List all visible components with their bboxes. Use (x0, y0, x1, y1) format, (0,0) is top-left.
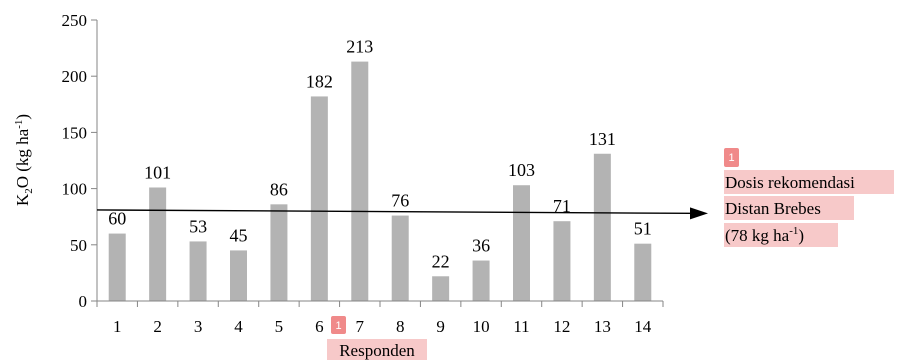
bar (310, 96, 328, 301)
data-label: 103 (508, 160, 535, 180)
annotation-badge-xaxis (331, 316, 346, 334)
annotation-badge-ref-text: 1 (728, 152, 734, 164)
x-tick-label: 12 (553, 317, 570, 336)
axes-layer (96, 20, 663, 302)
y-tick-label: 100 (62, 180, 88, 199)
x-tick-label: 6 (315, 317, 324, 336)
reference-line-arrowhead (690, 207, 708, 220)
bar (634, 243, 652, 301)
data-label: 71 (553, 196, 571, 216)
x-tick-label: 8 (396, 317, 405, 336)
x-tick-label: 7 (356, 317, 365, 336)
reference-label-line3-sup: -1 (789, 225, 798, 237)
bar (513, 185, 530, 301)
y-axis-label-main: K (13, 193, 32, 206)
x-tick-label: 1 (113, 317, 122, 336)
reference-label-line2-highlight (724, 196, 854, 220)
data-label: 53 (189, 216, 207, 236)
bar (432, 276, 450, 301)
data-label: 101 (144, 162, 171, 182)
reference-label-line3-close: ) (798, 226, 804, 245)
reference-label-line3: (78 kg ha-1) (725, 225, 804, 245)
y-axis-label-sup: -1 (13, 120, 25, 129)
y-axis-label-sub: 2 (23, 188, 35, 194)
data-label: 86 (270, 179, 288, 199)
bar (149, 187, 167, 301)
data-label: 213 (346, 37, 373, 57)
x-tick-label: 9 (436, 317, 445, 336)
y-tick-label: 250 (62, 11, 88, 30)
bar (230, 250, 247, 301)
ticks-layer: 0 50 100 150 200 250 (62, 11, 664, 311)
y-tick-label: 50 (70, 236, 87, 255)
x-axis-label-highlight (327, 339, 427, 360)
x-tick-label: 11 (513, 317, 529, 336)
labels-layer: 1 60 2 101 3 53 4 45 5 86 6 182 7 213 8 76 9 22 10 36 11 103 1… (108, 37, 652, 336)
x-tick-label: 10 (473, 317, 490, 336)
y-tick-label: 200 (62, 67, 88, 86)
x-tick-label: 13 (594, 317, 611, 336)
data-label: 45 (230, 225, 248, 245)
bar (108, 233, 126, 301)
bar (391, 215, 409, 301)
bar (593, 153, 611, 301)
reference-label-line2: Distan Brebes (725, 199, 821, 218)
y-tick-label: 0 (79, 292, 88, 311)
data-label: 36 (472, 236, 490, 256)
data-label: 182 (306, 71, 333, 91)
y-axis-label: K2O (kg ha-1) (13, 114, 35, 206)
annotation-badge-ref (724, 148, 739, 167)
data-label: 131 (589, 129, 616, 149)
reference-label-line1: Dosis rekomendasi (725, 173, 855, 192)
data-label: 76 (391, 191, 409, 211)
x-tick-label: 4 (234, 317, 243, 336)
annotation-badge-xaxis-text: 1 (335, 320, 341, 332)
x-tick-label: 14 (634, 317, 652, 336)
data-label: 60 (108, 209, 126, 229)
y-tick-label: 150 (62, 123, 88, 142)
y-axis-label-rest: O (kg ha (13, 128, 32, 188)
bar (472, 260, 490, 301)
bar (553, 221, 571, 301)
bar (189, 241, 207, 301)
x-tick-label: 3 (194, 317, 203, 336)
bar (270, 204, 288, 301)
x-tick-label: 2 (153, 317, 162, 336)
y-axis-label-close: ) (13, 114, 32, 120)
bar (351, 61, 369, 302)
reference-label-line3-main: (78 kg ha (725, 226, 790, 245)
reference-line (96, 209, 691, 215)
data-label: 22 (432, 251, 450, 271)
reference-label-line3-highlight (724, 223, 838, 247)
bars-layer (108, 61, 652, 302)
reference-label-line1-highlight (724, 170, 894, 194)
x-tick-label: 5 (275, 317, 284, 336)
data-label: 51 (634, 219, 652, 239)
x-axis-label: Responden (339, 341, 415, 360)
